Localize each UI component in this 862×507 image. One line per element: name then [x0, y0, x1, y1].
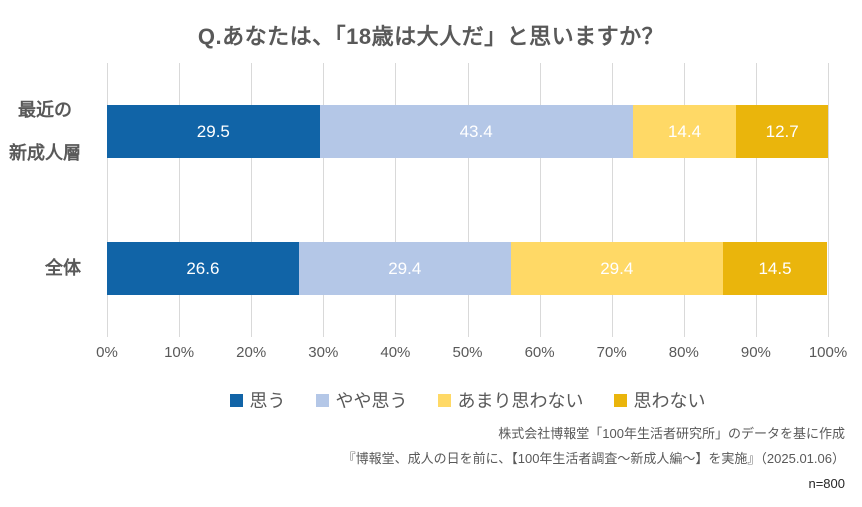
- sample-size: n=800: [808, 476, 845, 491]
- x-axis-tick: 70%: [596, 344, 627, 361]
- source-line-1: 株式会社博報堂「100年生活者研究所」のデータを基に作成: [498, 426, 845, 441]
- category-axis: 最近の 新成人層全体: [0, 63, 81, 337]
- bar-value-label: 29.4: [600, 258, 634, 278]
- bar-value-label: 29.4: [388, 258, 422, 278]
- gridline: [179, 63, 181, 337]
- bar-band: 29.5 43.4 14.4 12.7: [107, 63, 828, 200]
- plot-area: 29.5 43.4 14.4 12.7 26.6 29.4 29.4 14.5: [107, 63, 829, 337]
- gridline: [611, 63, 613, 337]
- gridline: [539, 63, 541, 337]
- legend-swatch: [613, 393, 627, 407]
- legend-label: 思わない: [633, 391, 706, 411]
- category-label: 全体: [45, 258, 81, 279]
- x-axis-tick: 100%: [808, 344, 848, 361]
- legend-label: あまり思わない: [457, 391, 584, 411]
- x-axis-tick: 60%: [524, 344, 555, 361]
- bar-band: 26.6 29.4 29.4 14.5: [107, 200, 828, 337]
- legend-item: やや思う: [315, 387, 408, 413]
- legend: 思う やや思う あまり思わない 思わない: [107, 387, 828, 413]
- x-axis-tick: 20%: [236, 344, 267, 361]
- bar-segment: 26.6: [107, 242, 299, 295]
- bar-segment: 29.5: [107, 105, 320, 158]
- x-axis-tick: 50%: [452, 344, 483, 361]
- category-row: 最近の 新成人層: [0, 63, 81, 200]
- category-row: 全体: [0, 200, 81, 337]
- bar-segment: 14.5: [722, 242, 828, 295]
- x-axis-tick: 40%: [380, 344, 411, 361]
- x-axis-tick: 90%: [740, 344, 771, 361]
- footer: 株式会社博報堂「100年生活者研究所」のデータを基に作成 『博報堂、成人の日を前…: [343, 421, 845, 496]
- bar-segment: 14.4: [632, 105, 737, 158]
- gridline: [828, 63, 829, 337]
- legend-item: あまり思わない: [437, 387, 584, 413]
- bar-segment: 43.4: [319, 105, 633, 158]
- bar-value-label: 12.7: [765, 121, 799, 141]
- stacked-bar: 29.5 43.4 14.4 12.7: [107, 105, 828, 158]
- legend-item: 思わない: [613, 387, 706, 413]
- legend-swatch: [315, 393, 329, 407]
- chart-title: Q.あなたは、「18歳は大人だ」と思いますか？: [197, 24, 665, 49]
- x-axis-tick: 30%: [308, 344, 339, 361]
- bar-value-label: 26.6: [186, 258, 220, 278]
- legend-swatch: [229, 393, 243, 407]
- gridline: [323, 63, 325, 337]
- gridline: [107, 63, 108, 337]
- gridline: [251, 63, 253, 337]
- stacked-bar: 26.6 29.4 29.4 14.5: [107, 242, 828, 295]
- x-axis-tick: 80%: [668, 344, 699, 361]
- bar-value-label: 14.5: [758, 258, 792, 278]
- bar-segment: 12.7: [736, 105, 828, 158]
- legend-label: 思う: [249, 391, 286, 411]
- bar-value-label: 29.5: [196, 121, 230, 141]
- category-label: 最近の 新成人層: [9, 100, 81, 163]
- bar-value-label: 14.4: [667, 121, 702, 141]
- legend-swatch: [437, 393, 451, 407]
- legend-label: やや思う: [335, 391, 408, 411]
- bar-value-label: 43.4: [459, 121, 493, 141]
- gridline: [395, 63, 397, 337]
- gridline: [467, 63, 469, 337]
- x-axis: 0% 10% 20% 30% 40% 50% 60% 70% 80% 90% 100%: [96, 344, 847, 364]
- x-axis-tick: 0%: [96, 344, 118, 361]
- legend-item: 思う: [229, 387, 286, 413]
- x-axis-tick: 10%: [164, 344, 195, 361]
- gridline: [683, 63, 685, 337]
- gridline: [755, 63, 757, 337]
- bar-segment: 29.4: [298, 242, 511, 295]
- bar-segment: 29.4: [510, 242, 723, 295]
- source-line-2: 『博報堂、成人の日を前に、【100年生活者調査～新成人編～】を実施』（2025.…: [342, 451, 845, 466]
